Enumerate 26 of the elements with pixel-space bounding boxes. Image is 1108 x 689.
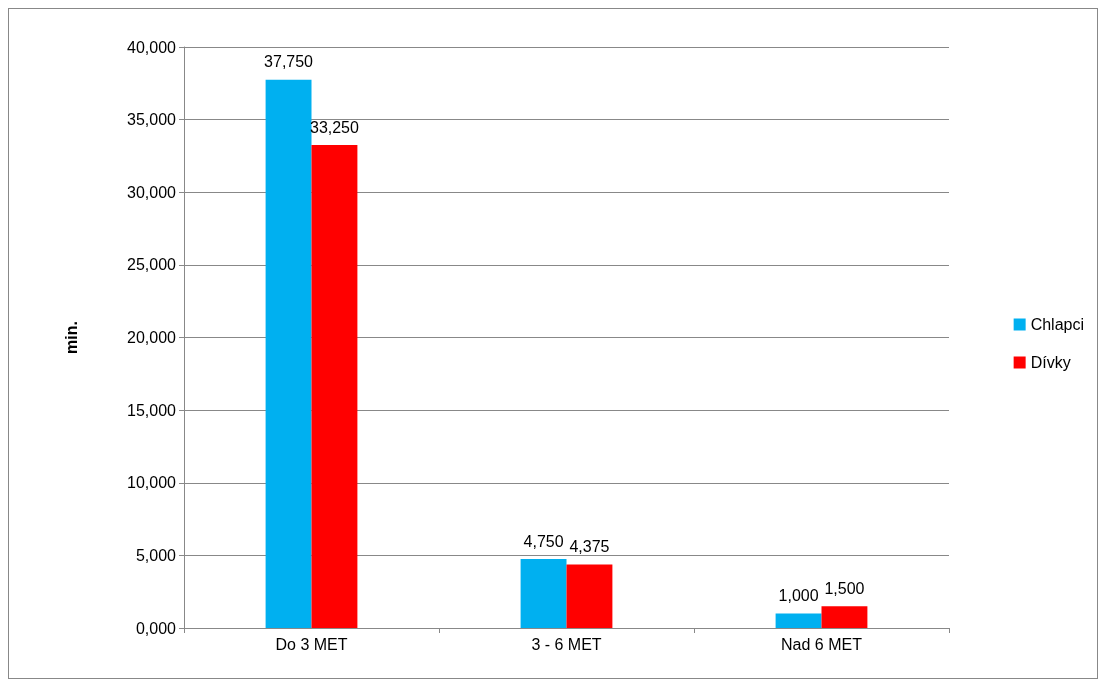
data-label: 1,500 [824, 579, 865, 597]
bar [566, 564, 613, 628]
bar [821, 606, 868, 628]
data-label: 4,375 [569, 537, 610, 555]
x-tick-label: 3 - 6 MET [531, 635, 602, 653]
y-axis-title: min. [62, 321, 80, 354]
bar [520, 559, 567, 628]
legend-label: Dívky [1030, 354, 1071, 371]
bar [265, 79, 312, 628]
data-label: 4,750 [523, 532, 564, 550]
y-tick-label: 30,000 [127, 183, 177, 201]
x-tick-label: Nad 6 MET [781, 635, 863, 653]
bar [311, 145, 358, 628]
y-tick-label: 20,000 [127, 329, 177, 346]
y-tick-label: 5,000 [135, 546, 177, 564]
data-label: 1,000 [778, 586, 819, 604]
legend-label: Chlapci [1030, 316, 1084, 333]
data-label: 37,750 [264, 53, 314, 71]
y-tick-label: 40,000 [127, 38, 177, 56]
x-tick-label: Do 3 MET [275, 635, 348, 653]
y-tick-label: 35,000 [127, 111, 177, 129]
y-tick-label: 10,000 [127, 474, 177, 492]
y-tick-label: 15,000 [127, 401, 177, 419]
bar [775, 613, 822, 628]
y-tick-label: 0,000 [135, 619, 177, 637]
y-tick-label: 25,000 [127, 256, 177, 274]
